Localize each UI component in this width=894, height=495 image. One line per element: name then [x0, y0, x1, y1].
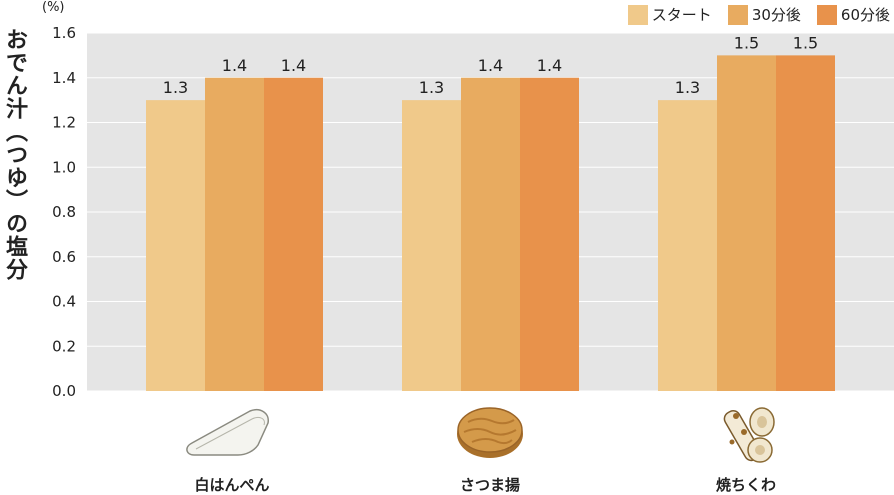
y-tick-label: 1.0	[52, 158, 76, 176]
category-label-hanpen: 白はんぺん	[194, 476, 270, 494]
legend-item-60min: 60分後	[816, 4, 890, 25]
bar-value-label: 1.5	[734, 33, 759, 52]
y-tick-label: 0.4	[52, 293, 76, 311]
bar-value-label: 1.3	[163, 78, 188, 97]
bar	[461, 77, 520, 391]
legend-label-30min: 30分後	[751, 6, 801, 24]
bar	[264, 77, 323, 391]
legend-item-30min: 30分後	[727, 4, 801, 25]
legend-swatch-30min	[727, 4, 748, 25]
bar	[717, 55, 776, 391]
y-axis-unit: (%)	[42, 0, 65, 15]
bar-value-label: 1.4	[281, 56, 306, 75]
legend: スタート 30分後 60分後	[627, 4, 890, 25]
category-label-satsumaage: さつま揚	[459, 476, 521, 494]
bar	[402, 100, 461, 391]
chikuwa-icon	[723, 407, 775, 463]
y-tick-label: 0.6	[52, 248, 76, 266]
bars	[146, 55, 835, 391]
hanpen-icon	[186, 409, 269, 456]
bar-value-label: 1.4	[478, 56, 503, 75]
satsumaage-icon	[457, 407, 523, 458]
legend-swatch-start	[627, 4, 648, 25]
y-tick-label: 0.8	[52, 203, 76, 221]
y-tick-label: 1.2	[52, 114, 76, 132]
y-tick-label: 1.4	[52, 69, 76, 87]
bar-value-label: 1.5	[793, 33, 818, 52]
legend-label-start: スタート	[651, 6, 712, 24]
y-axis-label: おでん汁（つゆ）の塩分	[2, 28, 27, 281]
bar	[658, 100, 717, 391]
y-tick-label: 0.0	[52, 382, 76, 400]
legend-swatch-60min	[816, 4, 837, 25]
bar	[776, 55, 835, 391]
legend-item-start: スタート	[627, 4, 712, 25]
bar	[520, 77, 579, 391]
bar-value-label: 1.3	[419, 78, 444, 97]
bar-value-label: 1.4	[537, 56, 562, 75]
bar	[205, 77, 264, 391]
legend-label-60min: 60分後	[840, 6, 890, 24]
bar-value-label: 1.4	[222, 56, 247, 75]
y-tick-labels: 0.0 0.2 0.4 0.6 0.8 1.0 1.2 1.4 1.6	[52, 24, 76, 400]
bar	[146, 100, 205, 391]
bar-value-label: 1.3	[675, 78, 700, 97]
category-label-chikuwa: 焼ちくわ	[715, 476, 777, 494]
y-tick-label: 0.2	[52, 337, 76, 355]
bar-value-labels: 1.3 1.4 1.4 1.3 1.4 1.4 1.3 1.5 1.5	[163, 33, 818, 97]
y-tick-label: 1.6	[52, 24, 76, 42]
